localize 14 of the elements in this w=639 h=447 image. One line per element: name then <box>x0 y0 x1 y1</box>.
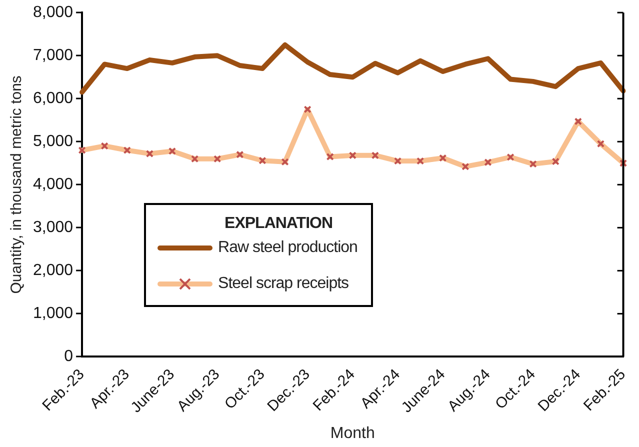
y-tick-label: 4,000 <box>32 176 74 194</box>
x-axis-title: Month <box>330 424 375 442</box>
y-tick-label: 0 <box>64 348 74 366</box>
y-axis-title: Quantity, in thousand metric tons <box>8 76 26 294</box>
legend-label: Raw steel production <box>218 238 358 257</box>
y-tick-label: 6,000 <box>32 90 74 108</box>
y-tick-label: 8,000 <box>32 4 74 22</box>
legend-title: EXPLANATION <box>224 214 334 233</box>
y-tick-label: 5,000 <box>32 133 74 150</box>
legend-label: Steel scrap receipts <box>218 274 349 293</box>
y-tick-label: 3,000 <box>32 219 74 236</box>
y-tick-label: 2,000 <box>32 262 74 280</box>
y-tick-label: 7,000 <box>32 47 74 64</box>
y-tick-label: 1,000 <box>32 305 74 322</box>
